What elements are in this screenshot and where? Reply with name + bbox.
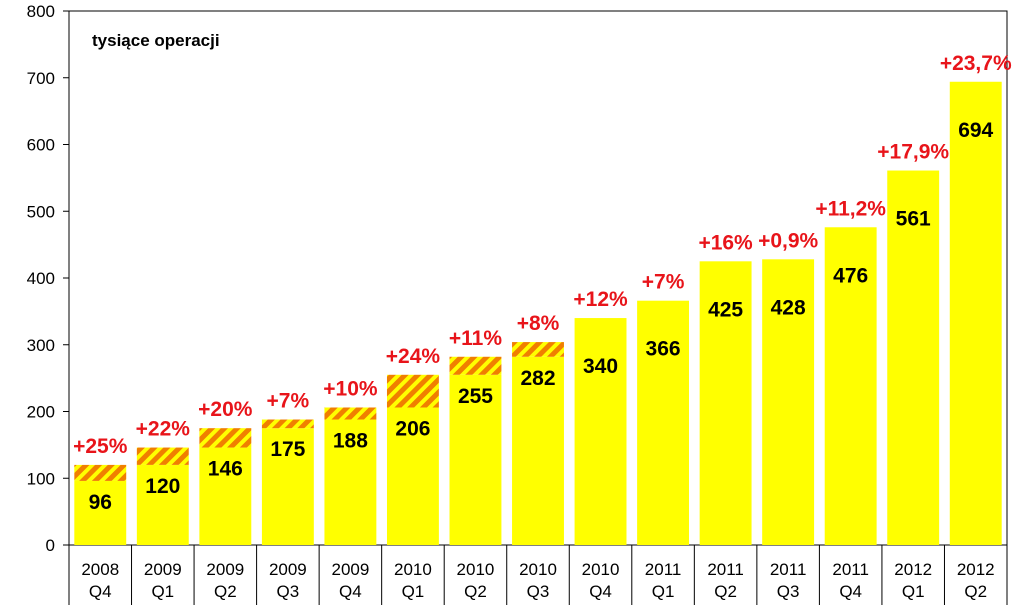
- bar-increment-segment: [261, 419, 314, 429]
- bar-value-label: 428: [771, 296, 806, 319]
- growth-label: +12%: [573, 288, 628, 311]
- bar-base-segment: [512, 356, 564, 545]
- x-category-quarter: Q1: [402, 582, 425, 601]
- bar-value-label: 425: [708, 298, 743, 321]
- x-category-quarter: Q2: [464, 582, 487, 601]
- x-category-year: 2011: [832, 560, 869, 579]
- bar-value-label: 96: [89, 491, 112, 514]
- bar-base-segment: [74, 480, 127, 545]
- y-tick-label: 400: [27, 269, 55, 288]
- bars: [74, 81, 1002, 545]
- x-category-year: 2012: [957, 560, 995, 579]
- bar-increment-segment: [449, 356, 502, 375]
- x-category-year: 2009: [206, 560, 244, 579]
- growth-label: +10%: [323, 377, 378, 400]
- growth-label: +23,7%: [940, 52, 1012, 75]
- x-category-quarter: Q2: [714, 582, 737, 601]
- x-category-year: 2010: [582, 560, 620, 579]
- growth-label: +11,2%: [815, 197, 886, 220]
- y-tick-label: 100: [27, 469, 55, 488]
- bar-value-label: 255: [458, 385, 493, 408]
- data-labels: 96 +25% 120 +22% 146 +20% 175 +7% 188 +10% 206 +24%…: [73, 52, 1012, 514]
- growth-label: +11%: [449, 327, 502, 350]
- bar-value-label: 188: [333, 430, 368, 453]
- x-category-year: 2011: [770, 560, 807, 579]
- x-category-quarter: Q1: [652, 582, 675, 601]
- bar-base-segment: [261, 428, 314, 545]
- growth-label: +22%: [136, 418, 191, 441]
- x-category-quarter: Q2: [214, 582, 237, 601]
- bar-base-segment: [449, 374, 502, 545]
- x-category-quarter: Q3: [777, 582, 800, 601]
- x-category-quarter: Q4: [89, 582, 112, 601]
- bar-value-label: 561: [896, 208, 931, 231]
- growth-label: +7%: [642, 271, 685, 294]
- x-category-year: 2009: [144, 560, 182, 579]
- x-category-year: 2010: [519, 560, 557, 579]
- bar-base-segment: [386, 407, 439, 545]
- growth-label: +8%: [517, 312, 560, 335]
- bar-increment-segment: [74, 464, 127, 481]
- bar-base-segment: [637, 300, 690, 545]
- growth-label: +7%: [267, 390, 310, 413]
- growth-label: +0,9%: [758, 229, 818, 252]
- x-category-year: 2009: [331, 560, 369, 579]
- bar-value-label: 476: [833, 264, 868, 287]
- x-category-quarter: Q1: [902, 582, 925, 601]
- bar-base-segment: [762, 259, 815, 545]
- bar-base-segment: [574, 318, 627, 545]
- bar-value-label: 120: [145, 475, 180, 498]
- x-category-quarter: Q3: [277, 582, 300, 601]
- bar-value-label: 340: [583, 355, 618, 378]
- growth-label: +20%: [198, 398, 253, 421]
- bar-increment-segment: [199, 428, 252, 448]
- y-tick-label: 800: [27, 2, 55, 21]
- growth-label: +16%: [698, 231, 753, 254]
- unit-label: tysiące operacji: [92, 31, 220, 50]
- bar-increment-segment: [136, 447, 189, 465]
- bar-increment-segment: [324, 407, 377, 420]
- x-category-year: 2008: [81, 560, 119, 579]
- bar-base-segment: [824, 227, 877, 545]
- x-category-year: 2011: [645, 560, 682, 579]
- y-tick-label: 300: [27, 336, 55, 355]
- x-category-year: 2010: [394, 560, 432, 579]
- growth-label: +17,9%: [877, 141, 949, 164]
- y-tick-label: 700: [27, 69, 55, 88]
- x-category-quarter: Q1: [151, 582, 174, 601]
- x-category-quarter: Q4: [589, 582, 612, 601]
- y-axis: 0 100 200 300 400 500 600 700 800: [27, 2, 69, 555]
- x-axis: 2008 Q4 2009 Q1 2009 Q2 2009 Q3 2009 Q4 2010 Q1 2010…: [68, 545, 1008, 605]
- bar-value-label: 206: [395, 417, 430, 440]
- bar-base-segment: [199, 447, 252, 545]
- bar-base-segment: [136, 464, 189, 545]
- growth-label: +24%: [386, 345, 441, 368]
- y-tick-label: 0: [46, 536, 55, 555]
- bar-base-segment: [887, 170, 940, 545]
- x-category-year: 2010: [457, 560, 495, 579]
- bar-base-segment: [324, 419, 377, 545]
- y-tick-label: 600: [27, 136, 55, 155]
- y-tick-label: 200: [27, 403, 55, 422]
- bar-value-label: 282: [520, 367, 555, 390]
- x-category-quarter: Q4: [339, 582, 362, 601]
- x-category-quarter: Q3: [527, 582, 550, 601]
- bar-value-label: 694: [958, 119, 993, 142]
- x-category-year: 2009: [269, 560, 307, 579]
- bar-increment-segment: [512, 342, 564, 357]
- x-category-quarter: Q4: [839, 582, 862, 601]
- bar-value-label: 175: [270, 438, 305, 461]
- x-category-quarter: Q2: [964, 582, 987, 601]
- x-category-year: 2011: [707, 560, 744, 579]
- bar-value-label: 146: [208, 458, 243, 481]
- growth-label: +25%: [73, 435, 128, 458]
- bar-base-segment: [949, 81, 1002, 545]
- bar-base-segment: [699, 261, 752, 545]
- x-category-year: 2012: [894, 560, 932, 579]
- y-tick-label: 500: [27, 202, 55, 221]
- bar-increment-segment: [386, 374, 439, 408]
- bar-value-label: 366: [646, 338, 681, 361]
